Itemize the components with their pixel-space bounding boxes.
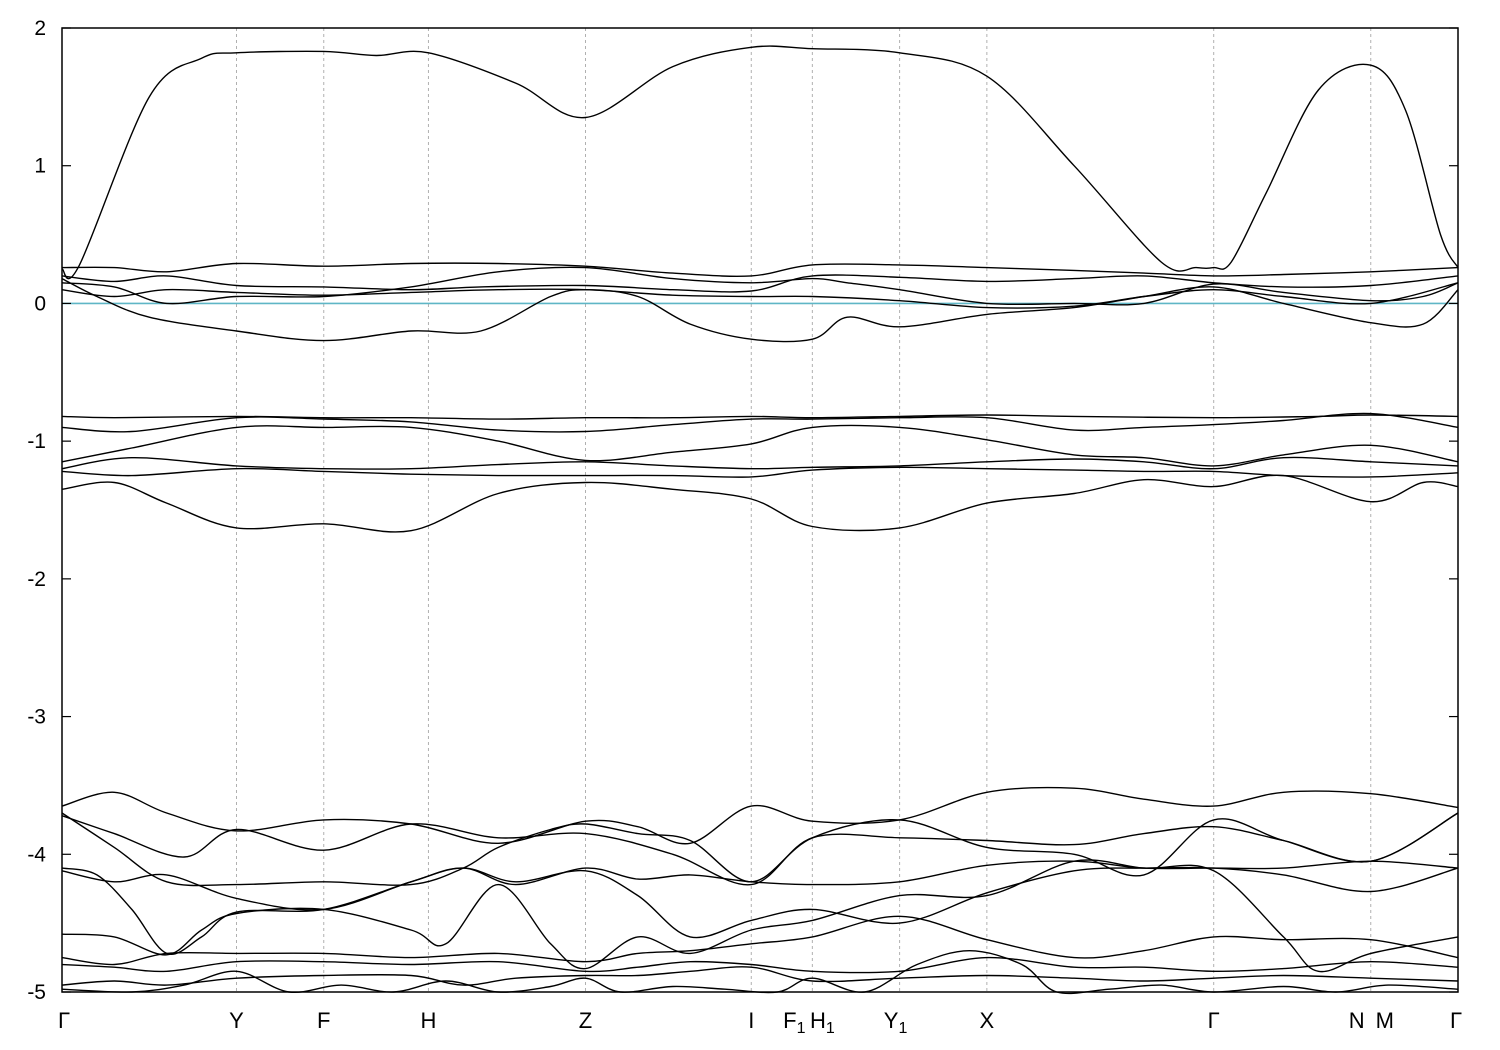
band-line-13 (61, 786, 1459, 845)
kpoint-label: F (317, 1008, 330, 1033)
band-line-5 (61, 282, 1459, 309)
band-line-20 (61, 956, 1459, 974)
kpoint-label: Γ (1208, 1008, 1220, 1033)
kpoint-gridlines (236, 28, 1372, 992)
kpoint-label: Γ (58, 1008, 70, 1033)
band-line-11 (61, 466, 1459, 478)
plot-frame (61, 27, 1459, 993)
band-line-3 (61, 274, 1459, 293)
kpoint-label: Y (229, 1008, 244, 1033)
y-axis: 2 1 0 -1 -2 -3 -4 -5 (27, 17, 1458, 1004)
band-line-4 (61, 266, 1459, 306)
kpoint-label: Z (579, 1008, 592, 1033)
kpoint-label: N (1349, 1008, 1365, 1033)
y-tick-label: 0 (34, 292, 46, 315)
y-tick-label: 2 (34, 17, 46, 40)
band-line-8 (61, 412, 1459, 433)
band-line-16 (61, 860, 1459, 955)
band-line-14 (61, 812, 1459, 886)
kpoint-label: X (980, 1008, 995, 1033)
kpoint-label: M (1376, 1008, 1394, 1033)
band-line-12 (61, 474, 1459, 533)
band-line-1 (61, 45, 1459, 280)
y-tick-label: -2 (27, 568, 46, 591)
kpoint-label: Y1 (884, 1008, 908, 1037)
plot-frame-layer (61, 27, 1459, 993)
kpoint-label: H (421, 1008, 437, 1033)
y-tick-label: -1 (27, 430, 46, 453)
bands-layer (61, 45, 1459, 995)
y-tick-label: -3 (27, 706, 46, 729)
y-tick-label: -4 (27, 843, 46, 866)
band-line-10 (61, 456, 1459, 470)
band-line-21 (61, 966, 1459, 986)
y-tick-label: 1 (34, 155, 46, 178)
band-line-6 (61, 277, 1459, 343)
band-line-2 (61, 262, 1459, 277)
kpoint-label: F1 (783, 1008, 805, 1037)
y-tick-label: -5 (27, 981, 46, 1004)
kpoint-label: I (748, 1008, 754, 1033)
kpoint-label: H1 (810, 1008, 835, 1037)
plot-background (62, 28, 1458, 992)
kpoint-label: Γ (1450, 1008, 1462, 1033)
band-line-19 (61, 915, 1459, 966)
x-axis: Γ Y Z Γ F H I F1 H1 Y1 X Γ N M (58, 1008, 1462, 1037)
band-line-15 (61, 812, 1459, 887)
band-line-7 (61, 414, 1459, 420)
band-line-9 (61, 424, 1459, 467)
